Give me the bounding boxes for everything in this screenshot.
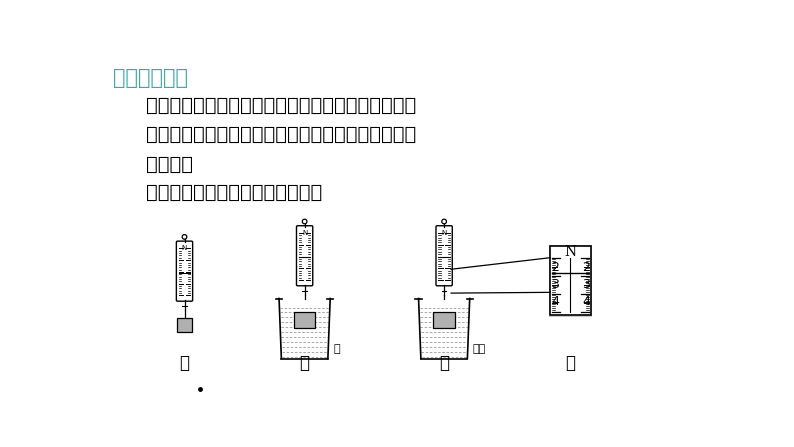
Text: 第三步：将该合金块从水中取出并擦干，再浸没到如: 第三步：将该合金块从水中取出并擦干，再浸没到如 <box>146 96 416 115</box>
Text: 乙: 乙 <box>299 354 310 372</box>
Text: N: N <box>441 230 447 236</box>
FancyBboxPatch shape <box>176 241 193 301</box>
Text: 甲: 甲 <box>179 354 190 372</box>
Text: 阶段实验专训: 阶段实验专训 <box>114 67 188 88</box>
Bar <box>434 312 455 328</box>
Text: 水: 水 <box>333 344 340 354</box>
Text: 3: 3 <box>551 278 559 291</box>
Bar <box>550 246 591 316</box>
Text: 丁所示。: 丁所示。 <box>146 155 193 173</box>
Text: 4: 4 <box>551 295 559 308</box>
FancyBboxPatch shape <box>436 226 453 286</box>
FancyBboxPatch shape <box>296 226 313 286</box>
Bar <box>177 318 192 332</box>
Text: 2: 2 <box>582 261 590 274</box>
Text: N: N <box>182 245 187 251</box>
Text: 丙: 丙 <box>439 354 449 372</box>
Text: 4: 4 <box>582 295 590 308</box>
Text: 图丙所示的待测液体中，静止时弹簧测力计示数如图: 图丙所示的待测液体中，静止时弹簧测力计示数如图 <box>146 125 416 144</box>
Text: 液体: 液体 <box>472 344 486 354</box>
Text: 2: 2 <box>551 261 559 274</box>
Bar <box>294 312 315 328</box>
Text: N: N <box>565 245 576 258</box>
Text: 根据以上实验，请回答下列问题：: 根据以上实验，请回答下列问题： <box>146 183 322 202</box>
Text: 3: 3 <box>582 278 590 291</box>
Text: 丁: 丁 <box>565 354 576 372</box>
Text: N: N <box>302 230 307 236</box>
Bar <box>549 245 592 317</box>
